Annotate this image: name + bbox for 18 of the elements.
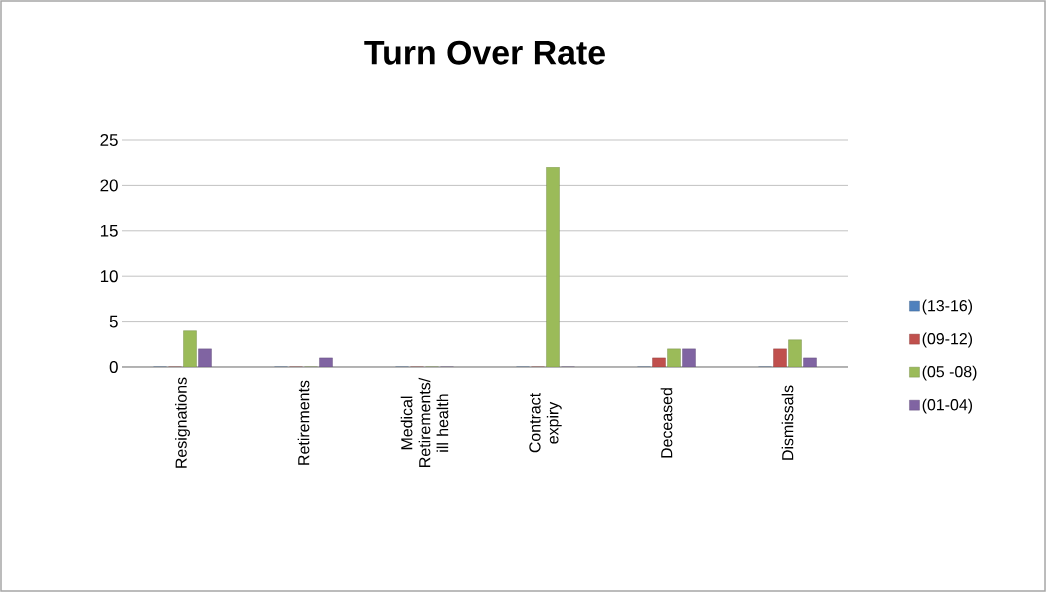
y-tick-label: 5 (109, 315, 118, 328)
x-tick-label: Contract expiry (529, 393, 562, 453)
x-tick-label: Deceased (660, 388, 673, 458)
y-tick-label: 0 (109, 361, 118, 373)
x-tick-label: Medical Retirements/ ill health (400, 377, 449, 467)
y-tick-label: 15 (100, 224, 118, 237)
legend-label: (05 -08) (922, 365, 977, 381)
x-tick-label: Resignations (175, 377, 190, 468)
x-tick-label: Dismissals (781, 385, 794, 460)
y-tick-label: 25 (100, 134, 118, 146)
bar (546, 167, 560, 367)
legend-label: (13-16) (922, 299, 973, 315)
y-tick-label: 20 (100, 179, 118, 192)
legend-label: (01-04) (922, 398, 973, 414)
legend-label: (09-12) (922, 332, 973, 348)
x-tick-label: Retirements (297, 380, 310, 465)
y-tick-label: 10 (100, 270, 118, 283)
chart-title: Turn Over Rate (364, 40, 605, 65)
